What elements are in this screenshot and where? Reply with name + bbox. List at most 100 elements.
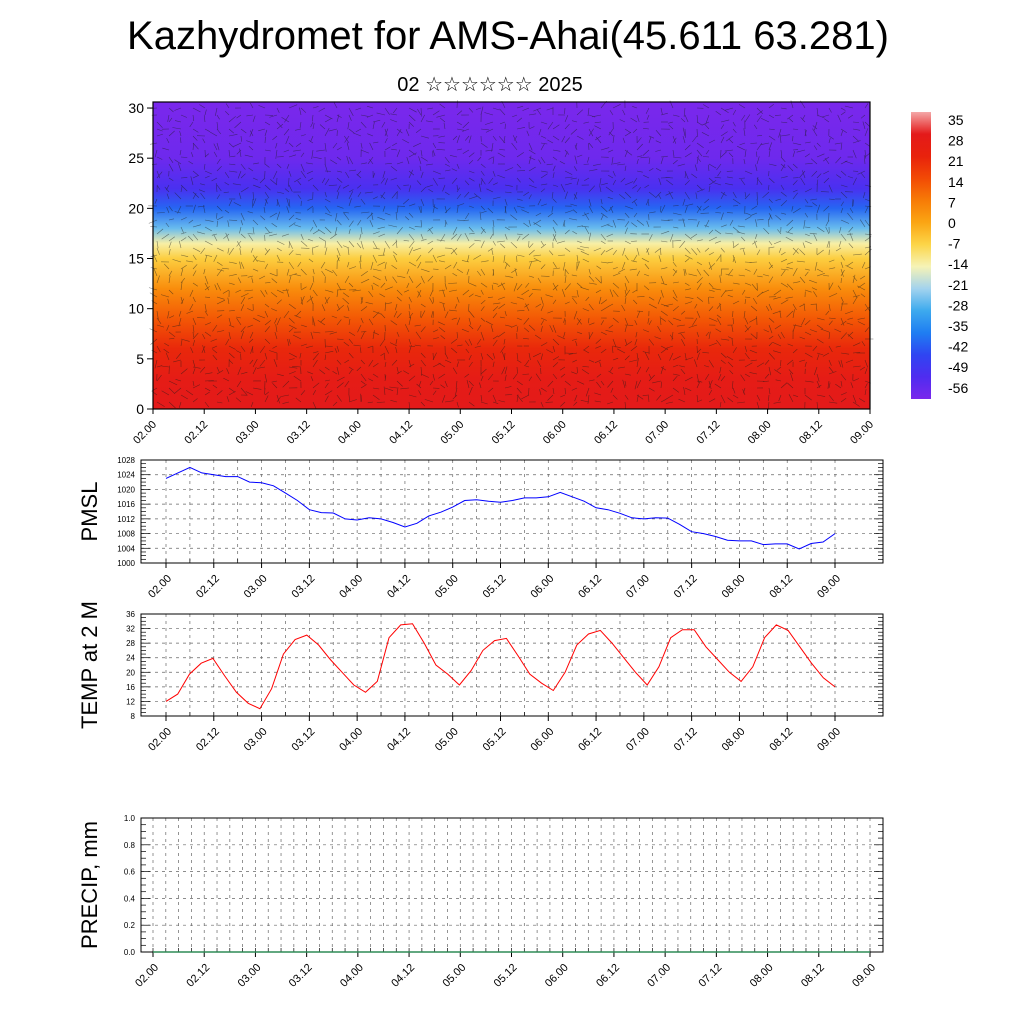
x-tick-label: 08.00 [720,726,748,754]
x-tick-label: 08.12 [799,962,827,990]
x-tick-label: 05.00 [433,573,461,601]
y-tick-label: 16 [126,683,135,692]
x-tick-label: 04.12 [387,419,415,447]
y-tick-label: 1004 [117,544,135,553]
x-tick-label: 03.00 [242,726,270,754]
x-tick-label: 04.00 [338,962,366,990]
panel-pmsl: 1000 1004 1008 1012 1016 1020 1024 1028 02.00 02.… [77,456,884,601]
y-tick-label: 10 [128,301,144,317]
y-tick-label: 25 [128,150,144,166]
y-tick-label: 0.2 [124,921,136,930]
heatmap-panel: 0 5 10 15 20 25 30 02.00 02.12 03.00 03.12 04.00 04.… [128,100,876,447]
panel-frame [140,817,884,953]
x-tick-label: 03.00 [242,573,270,601]
x-tick-label: 09.00 [815,726,843,754]
x-tick-label: 07.12 [672,573,700,601]
x-tick-label: 08.12 [797,419,825,447]
y-tick-label: 12 [126,697,135,706]
y-tick-label: 1020 [117,485,135,494]
colorbar-label: 21 [948,153,964,169]
wind-barbs [148,100,874,411]
x-tick-label: 02.00 [131,419,159,447]
colorbar-label: 0 [948,215,956,231]
grid [141,459,883,564]
x-tick-label: 09.00 [815,573,843,601]
colorbar-label: -42 [948,339,968,355]
colorbar-label: 14 [948,174,964,190]
x-tick-label: 06.12 [576,726,604,754]
x-tick-label: 02.00 [146,573,174,601]
y-tick-label: 20 [128,200,144,216]
x-tick-label: 05.00 [433,726,461,754]
edge-ticks [141,613,883,717]
y-tick-label: 1016 [117,500,135,509]
y-tick-label: 0.6 [124,868,136,877]
y-tick-label: 5 [136,351,144,367]
x-tick-label: 08.12 [767,726,795,754]
y-axis-title: PRECIP, mm [77,821,102,949]
x-tick-label: 04.00 [337,726,365,754]
x-tick-label: 02.00 [146,726,174,754]
x-tick-label: 08.12 [767,573,795,601]
y-tick-label: 30 [128,100,144,116]
y-tick-label: 1024 [117,471,135,480]
x-tick-label: 04.12 [385,726,413,754]
x-tick-label: 03.00 [234,419,262,447]
y-tick-label: 28 [126,639,135,648]
y-tick-label: 1000 [117,559,135,568]
series-line [165,623,836,710]
x-tick-label: 06.00 [541,419,569,447]
x-tick-label: 08.00 [746,419,774,447]
x-tick-label: 07.12 [672,726,700,754]
chart-subtitle: 02 ☆☆☆☆☆☆ 2025 [397,74,583,96]
x-tick-label: 06.00 [528,726,556,754]
colorbar-label: -28 [948,297,968,313]
x-tick-label: 06.12 [594,962,622,990]
y-tick-label: 1012 [117,515,135,524]
x-tick-label: 07.00 [643,419,671,447]
grid [141,613,883,717]
x-tick-label: 06.00 [528,573,556,601]
y-tick-label: 8 [131,712,136,721]
colorbar-label: 7 [948,194,956,210]
y-tick-label: 32 [126,625,135,634]
colorbar-label: -49 [948,359,968,375]
x-tick-label: 05.12 [492,962,520,990]
y-tick-label: 1.0 [124,814,136,823]
colorbar-ramp [911,112,931,399]
x-tick-label: 07.12 [695,419,723,447]
x-tick-label: 05.12 [490,419,518,447]
x-tick-label: 05.00 [438,419,466,447]
x-tick-label: 08.00 [720,573,748,601]
y-axis-title: TEMP at 2 M [77,601,102,729]
x-tick-label: 02.12 [194,726,222,754]
colorbar: 35 28 21 14 7 0 -7 -14 -21 -28 -35 -42 -49 -56 [911,112,968,399]
edge-ticks [141,459,883,564]
heatmap-field [153,102,870,409]
colorbar-label: -35 [948,318,968,334]
y-tick-label: 24 [126,654,135,663]
x-tick-label: 05.12 [481,726,509,754]
panel-precip-mm: 0.0 0.2 0.4 0.6 0.8 1.0 02.00 02.12 03.00 03.12 04… [77,814,884,990]
colorbar-label: 28 [948,133,964,149]
y-tick-label: 0.0 [124,948,136,957]
x-tick-label: 07.00 [624,726,652,754]
y-axis-title: PMSL [77,482,102,542]
x-tick-label: 05.12 [481,573,509,601]
x-tick-label: 03.12 [287,962,315,990]
x-tick-label: 03.12 [290,726,318,754]
x-tick-label: 04.00 [336,419,364,447]
y-tick-label: 0.4 [124,894,136,903]
y-tick-label: 0 [136,401,144,417]
y-tick-label: 1008 [117,530,135,539]
x-tick-label: 06.12 [576,573,604,601]
x-tick-label: 04.12 [385,573,413,601]
chart-title: Kazhydromet for AMS-Ahai(45.611 63.281) [127,14,889,58]
panel-temp-at-2-m: 8 12 16 20 24 28 32 36 02.00 02.12 03.00 03.12 04.00… [77,601,884,754]
x-tick-label: 07.00 [645,962,673,990]
colorbar-label: -21 [948,277,968,293]
colorbar-label: -14 [948,256,968,272]
x-tick-label: 09.00 [848,419,876,447]
grid [141,817,883,953]
colorbar-label: -7 [948,236,961,252]
